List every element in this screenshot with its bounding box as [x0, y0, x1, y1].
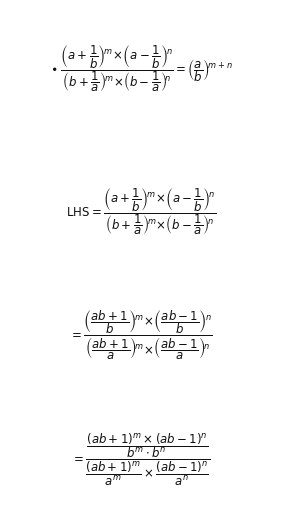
- Text: $= \dfrac{\left(\dfrac{ab+1}{b}\right)^{\!m}\!\times\!\left(\dfrac{ab-1}{b}\righ: $= \dfrac{\left(\dfrac{ab+1}{b}\right)^{…: [69, 309, 213, 362]
- Text: $\mathrm{LHS} = \dfrac{\left(a+\dfrac{1}{b}\right)^{\!m}\!\times\!\left(a-\dfrac: $\mathrm{LHS} = \dfrac{\left(a+\dfrac{1}…: [66, 186, 216, 237]
- Text: $= \dfrac{\dfrac{(ab+1)^{m}\times(ab-1)^{n}}{b^{m}\cdot b^{n}}}{\dfrac{(ab+1)^{m: $= \dfrac{\dfrac{(ab+1)^{m}\times(ab-1)^…: [71, 431, 211, 488]
- Text: $\bullet\;\dfrac{\left(a+\dfrac{1}{b}\right)^{\!m}\!\times\!\left(a-\dfrac{1}{b}: $\bullet\;\dfrac{\left(a+\dfrac{1}{b}\ri…: [50, 44, 232, 94]
